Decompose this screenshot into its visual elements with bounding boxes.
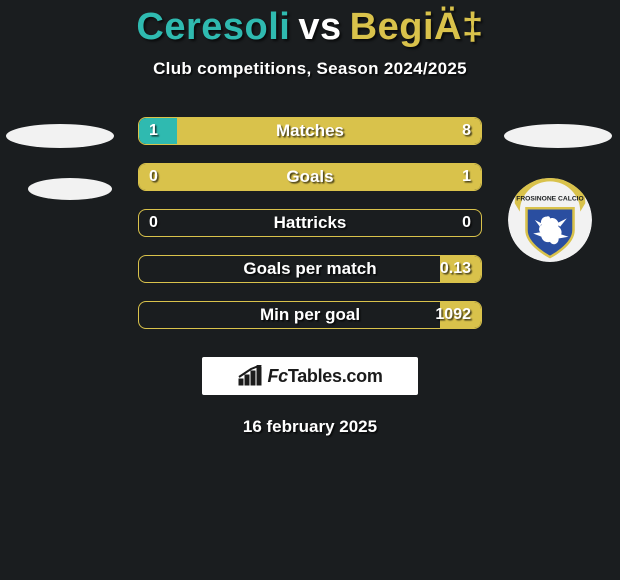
brand-prefix: Fc	[267, 366, 287, 386]
subtitle: Club competitions, Season 2024/2025	[0, 59, 620, 79]
fctables-logo: FcTables.com	[202, 357, 418, 395]
stat-label: Goals per match	[243, 259, 376, 279]
stat-value-right: 8	[462, 122, 471, 140]
brand-suffix: Tables.com	[288, 366, 383, 386]
stat-row: Hattricks 0 0	[138, 209, 482, 237]
stat-value-left: 0	[149, 168, 158, 186]
chart-icon	[237, 365, 263, 387]
stat-row: Goals per match 0.13	[138, 255, 482, 283]
stat-row: Goals 0 1	[138, 163, 482, 191]
stat-label: Min per goal	[260, 305, 360, 325]
title-player1: Ceresoli	[136, 6, 290, 48]
stat-value-right: 1092	[435, 306, 471, 324]
title-vs: vs	[298, 6, 341, 48]
stat-value-right: 0.13	[440, 260, 471, 278]
stat-label: Goals	[286, 167, 333, 187]
page-title: CeresolivsBegiÄ‡	[0, 6, 620, 49]
frosinone-crest: FROSINONE CALCIO	[508, 178, 592, 262]
left-club-ellipse-2	[28, 178, 112, 200]
stat-value-right: 0	[462, 214, 471, 232]
stat-row: Min per goal 1092	[138, 301, 482, 329]
right-club-ellipse-1	[504, 124, 612, 148]
left-club-ellipse-1	[6, 124, 114, 148]
stat-label: Matches	[276, 121, 344, 141]
brand-text: FcTables.com	[267, 366, 382, 387]
stat-label: Hattricks	[274, 213, 347, 233]
content: CeresolivsBegiÄ‡ Club competitions, Seas…	[0, 0, 620, 580]
date-text: 16 february 2025	[0, 417, 620, 437]
crest-text: FROSINONE CALCIO	[516, 196, 584, 203]
stat-row: Matches 1 8	[138, 117, 482, 145]
stat-value-right: 1	[462, 168, 471, 186]
stat-value-left: 0	[149, 214, 158, 232]
title-player2: BegiÄ‡	[350, 6, 484, 48]
crest-svg: FROSINONE CALCIO	[508, 178, 592, 262]
stat-value-left: 1	[149, 122, 158, 140]
